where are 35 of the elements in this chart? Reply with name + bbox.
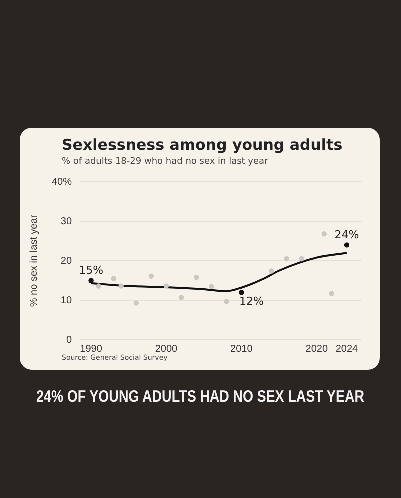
point: [239, 290, 244, 296]
data-label: 15%: [79, 264, 104, 278]
point: [224, 299, 230, 304]
y-tick-label: 40%: [52, 176, 72, 188]
point: [118, 284, 124, 289]
x-tick-label: 2010: [230, 344, 254, 355]
point: [269, 268, 274, 274]
y-tick-label: 30: [60, 216, 72, 228]
x-tick-label: 2024: [336, 344, 359, 355]
point: [344, 242, 350, 248]
point: [148, 274, 154, 280]
point: [299, 256, 304, 262]
x-tick-label: 1990: [80, 344, 103, 355]
y-tick-label: 20: [60, 256, 72, 267]
text: 24% OF YOUNG ADULTS HAD NO SEX LAST YEAR: [36, 388, 365, 407]
point: [284, 256, 290, 262]
point: [88, 278, 94, 284]
data-label: 24%: [334, 228, 360, 242]
point: [164, 284, 170, 289]
x-tick-label: 2000: [155, 344, 178, 355]
point: [178, 295, 184, 300]
chart-subtitle: % of adults 18-29 who had no sex in last year: [62, 157, 268, 167]
chart-title: Sexlessness among young adults: [62, 136, 343, 154]
y-tick-label: 10: [60, 295, 72, 306]
y-tick-label: 0: [66, 334, 72, 346]
y-axis-title: % no sex in last year: [28, 214, 40, 308]
point: [194, 274, 200, 280]
point: [329, 291, 335, 296]
point: [209, 284, 214, 290]
point: [322, 232, 327, 237]
data-label: 12%: [239, 294, 264, 308]
x-tick-label: 2020: [306, 344, 328, 355]
point: [134, 300, 140, 306]
point: [96, 284, 102, 289]
point: [111, 276, 116, 282]
